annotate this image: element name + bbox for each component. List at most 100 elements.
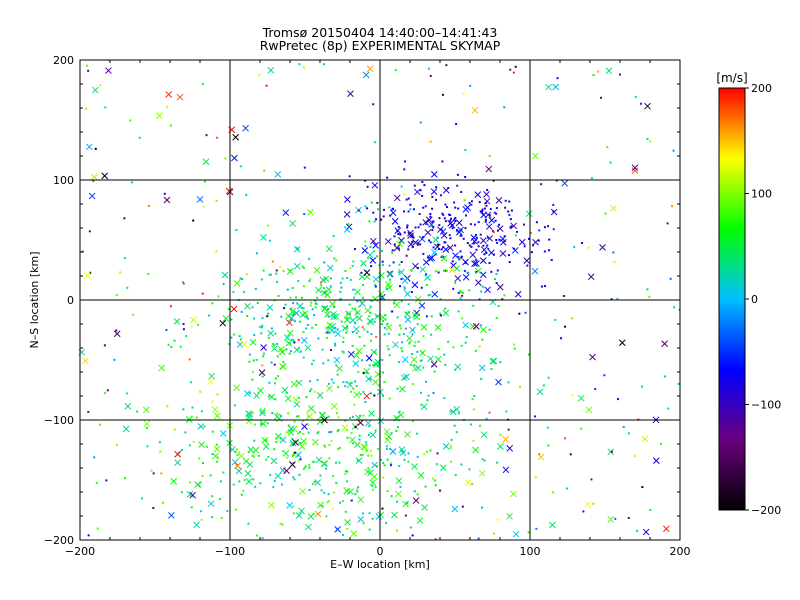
data-point-cross [424,229,432,236]
data-point-dot [325,515,328,518]
data-point-dot [534,476,537,479]
data-point-dot [312,359,315,362]
data-point-cross [370,348,378,356]
data-point-dot [351,442,354,445]
data-point-cross [414,364,422,372]
data-point-dot [371,517,374,520]
data-point-cross [277,345,285,353]
data-point-dot [291,314,294,317]
data-point-dot [348,313,351,316]
data-point-dot [270,361,273,364]
data-point-cross [532,238,539,246]
data-point-dot [433,479,436,482]
x-tick-label: −200 [65,545,95,558]
data-point-dot [373,394,376,397]
data-point-dot [387,332,390,335]
data-point-cross [607,516,615,523]
data-point-dot [564,437,567,440]
data-point-dot [335,412,338,415]
data-point-dot [460,234,463,237]
data-point-dot [431,229,434,232]
data-point-dot [269,474,272,477]
data-point-dot [265,458,268,461]
data-point-cross [416,517,424,524]
data-point-dot [450,460,453,463]
data-point-dot [494,278,497,281]
data-point-dot [211,302,214,305]
data-point-cross [225,187,233,195]
data-point-dot [245,273,248,276]
y-axis-label: N–S location [km] [28,251,41,348]
data-point-cross [286,319,293,326]
data-point-dot [467,272,470,275]
data-point-dot [251,454,254,457]
data-point-dot [420,391,423,394]
data-point-dot [179,345,182,348]
data-point-cross [253,392,260,400]
data-point-dot [398,324,401,327]
data-point-dot [98,423,101,426]
data-point-cross [314,510,322,518]
data-point-dot [422,335,425,338]
data-point-dot [310,301,313,304]
data-point-dot [369,305,372,308]
data-point-dot [396,230,399,233]
data-point-dot [297,280,300,283]
data-point-cross [292,396,300,404]
data-point-dot [460,344,463,347]
data-point-dot [416,323,419,326]
data-point-dot [636,529,639,532]
data-point-dot [368,220,371,223]
data-point-cross [315,456,323,464]
data-point-cross [325,245,333,253]
data-point-dot [115,294,118,297]
data-point-dot [431,196,434,199]
data-point-cross [329,300,336,308]
data-point-dot [356,300,359,303]
data-point-cross [344,518,351,526]
data-point-dot [403,286,406,289]
data-point-dot [421,194,424,197]
data-point-cross [219,319,227,327]
data-point-dot [441,212,444,215]
data-point-dot [270,327,273,330]
data-point-cross [282,209,290,216]
data-point-dot [483,459,486,462]
data-point-dot [495,241,498,244]
data-point-cross [371,181,379,189]
data-point-dot [387,348,390,351]
data-point-dot [165,328,168,331]
data-point-dot [288,269,291,272]
data-point-dot [327,493,330,496]
data-point-dot [411,353,414,356]
data-point-dot [457,207,460,210]
data-point-dot [284,303,287,306]
data-point-dot [455,431,458,434]
data-point-dot [273,459,276,462]
data-point-cross [314,479,322,487]
data-point-dot [404,514,407,517]
data-point-dot [306,410,309,413]
data-point-dot [301,420,304,423]
data-point-dot [538,453,541,456]
data-point-cross [599,244,606,251]
data-point-dot [537,239,540,242]
data-point-dot [93,456,96,459]
data-point-dot [375,218,378,221]
data-point-dot [444,220,447,223]
data-point-dot [87,534,90,537]
data-point-dot [459,291,462,294]
data-point-dot [401,449,404,452]
data-point-dot [253,456,256,459]
data-point-dot [409,208,412,211]
data-point-dot [402,241,405,244]
data-point-dot [499,433,502,436]
data-point-dot [346,276,349,279]
data-point-dot [199,481,202,484]
data-point-dot [411,246,414,249]
data-point-dot [663,375,666,378]
data-point-cross [318,412,326,419]
data-point-dot [408,231,411,234]
data-point-dot [443,307,446,310]
data-point-dot [312,512,315,515]
